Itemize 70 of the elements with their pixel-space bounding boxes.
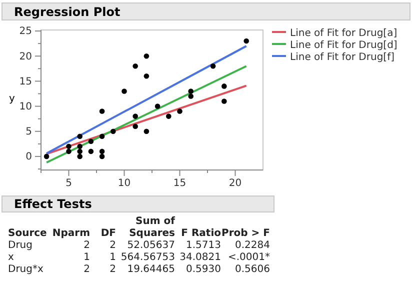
point: [222, 98, 227, 104]
text: <.0001*: [228, 252, 270, 263]
legend-label: Line of Fit for Drug[a]: [290, 28, 398, 39]
point: [132, 63, 138, 69]
point: [88, 148, 94, 154]
text: Effect Tests: [14, 197, 92, 211]
point: [44, 154, 50, 160]
point: [144, 128, 150, 134]
point: [188, 88, 194, 94]
chart-title: Regression Plot: [14, 5, 121, 19]
text: 34.0821: [180, 252, 221, 263]
text: F Ratio: [181, 228, 222, 239]
point: [77, 154, 82, 160]
point: [99, 154, 105, 160]
point: [99, 134, 105, 140]
point: [222, 84, 227, 89]
point: [77, 144, 82, 150]
point: [122, 88, 127, 94]
legend-label: Line of Fit for Drug[d]: [290, 40, 398, 51]
text: 2: [110, 264, 116, 275]
text: x: [8, 252, 14, 263]
point: [166, 114, 172, 119]
point: [88, 138, 94, 144]
text: 0.2284: [235, 240, 270, 251]
text: Drug: [8, 240, 32, 251]
point: [77, 134, 82, 140]
text: 0.5606: [235, 264, 270, 275]
text: DF: [100, 228, 116, 239]
point: [244, 38, 249, 44]
y-tick-label: 25: [19, 26, 32, 38]
point: [132, 114, 138, 119]
text: 564.56753: [120, 252, 175, 263]
legend-label: Line of Fit for Drug[f]: [290, 52, 395, 63]
text: 1: [110, 252, 116, 263]
point: [177, 108, 182, 114]
text: Source: [8, 228, 48, 239]
x-tick-label: 10: [118, 178, 131, 190]
x-tick-label: 5: [66, 178, 72, 190]
text: 1.5713: [186, 240, 221, 251]
point: [144, 74, 150, 79]
y-tick-label: 0: [26, 152, 32, 163]
x-tick-label: 20: [228, 178, 242, 190]
text: 52.05637: [127, 240, 175, 251]
text: 2: [84, 240, 90, 251]
point: [99, 108, 105, 114]
text: 19.64465: [127, 264, 175, 275]
point: [110, 128, 116, 134]
text: Sum of Squares: [126, 216, 176, 239]
y-tick-label: 20: [19, 51, 32, 62]
y-tick-label: 15: [19, 76, 32, 88]
x-tick-label: 15: [173, 178, 186, 190]
y-axis-title: y: [9, 93, 15, 104]
text: 1: [84, 252, 90, 263]
text: Nparm: [52, 228, 90, 239]
text: 2: [110, 240, 116, 251]
text: Drug*x: [8, 264, 44, 275]
point: [66, 148, 72, 154]
point: [99, 148, 105, 154]
point: [188, 94, 194, 99]
point: [210, 63, 216, 69]
point: [132, 124, 138, 129]
point: [154, 104, 160, 109]
text: Prob > F: [222, 228, 270, 239]
point: [77, 148, 82, 154]
point: [144, 53, 150, 59]
point: [66, 144, 72, 150]
y-tick-label: 5: [26, 126, 32, 138]
y-tick-label: 10: [19, 101, 32, 112]
text: 2: [84, 264, 90, 275]
text: 0.5930: [186, 264, 221, 275]
